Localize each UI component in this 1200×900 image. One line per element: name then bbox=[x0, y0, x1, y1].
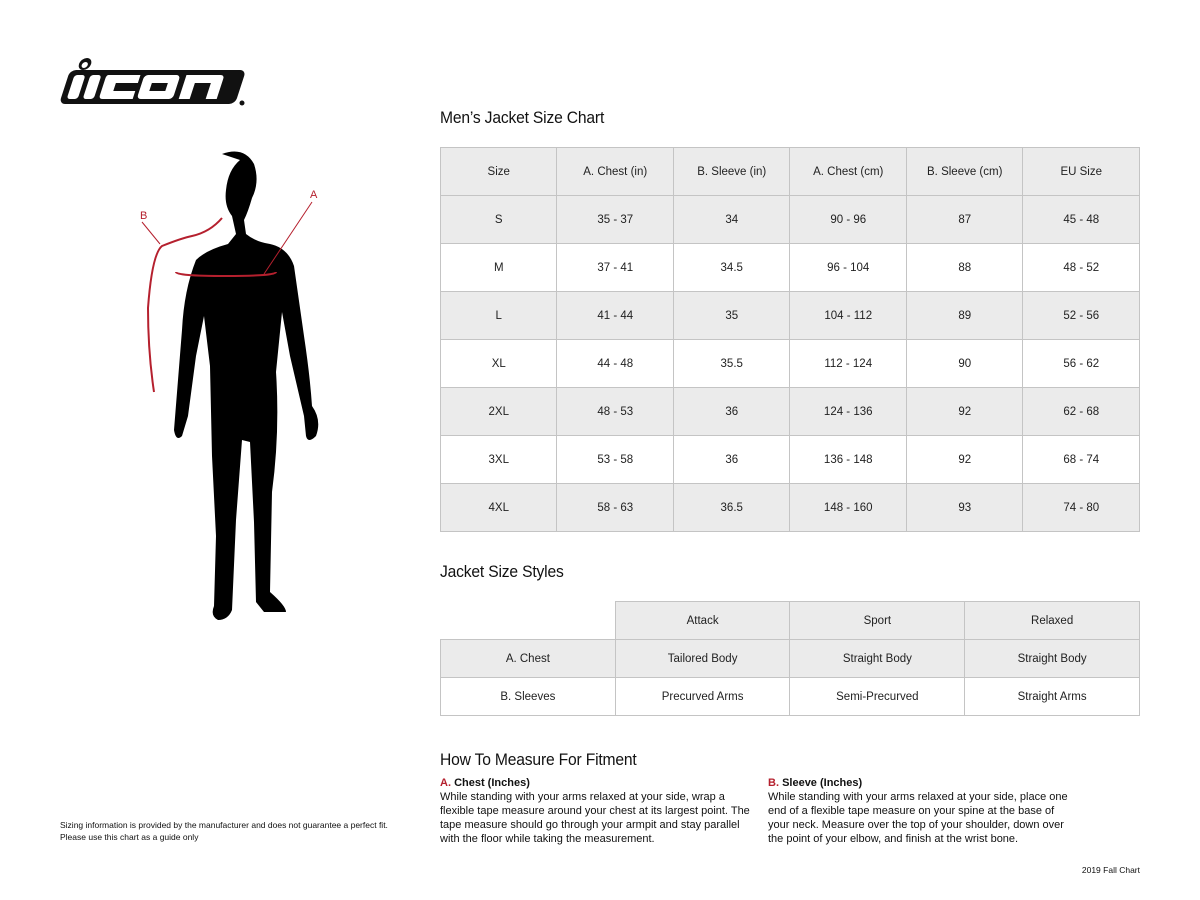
table-cell bbox=[440, 601, 616, 640]
table-cell: L bbox=[439, 291, 558, 340]
jacket-styles-table: Attack Sport Relaxed A. Chest Tailored Body S… bbox=[440, 601, 1140, 716]
table-cell: A. Chest bbox=[440, 639, 616, 678]
table-row: A. Chest Tailored Body Straight Body Straig… bbox=[440, 639, 1140, 678]
silhouette-icon bbox=[174, 151, 319, 621]
sleeve-text: While standing with your arms relaxed at… bbox=[768, 791, 1068, 845]
table-cell: 88 bbox=[905, 243, 1024, 292]
table-cell: 58 - 63 bbox=[556, 483, 674, 532]
disclaimer-line-2: Please use this chart as a guide only bbox=[60, 832, 199, 842]
disclaimer-line-1: Sizing information is provided by the ma… bbox=[60, 820, 388, 830]
table-cell: 68 - 74 bbox=[1022, 435, 1140, 484]
chest-instructions: A. Chest (Inches) While standing with yo… bbox=[440, 776, 750, 846]
table-cell: B. Sleeves bbox=[440, 677, 616, 716]
table-cell: 52 - 56 bbox=[1022, 291, 1140, 340]
table-cell: 41 - 44 bbox=[556, 291, 674, 340]
table-cell: 48 - 52 bbox=[1022, 243, 1140, 292]
table-cell: 96 - 104 bbox=[789, 243, 907, 292]
table-row: L 41 - 44 35 104 - 112 89 52 - 56 bbox=[439, 291, 1140, 340]
table-cell: 36 bbox=[672, 387, 791, 436]
table-cell: Semi-Precurved bbox=[789, 677, 966, 716]
table-cell: 74 - 80 bbox=[1022, 483, 1140, 532]
sleeve-label: Sleeve (Inches) bbox=[782, 777, 863, 789]
table-cell: Straight Arms bbox=[964, 677, 1140, 716]
table-cell: 136 - 148 bbox=[789, 435, 907, 484]
table-cell: 36.5 bbox=[672, 483, 791, 532]
table-row: 2XL 48 - 53 36 124 - 136 92 62 - 68 bbox=[439, 387, 1140, 436]
table-row: M 37 - 41 34.5 96 - 104 88 48 - 52 bbox=[439, 243, 1140, 292]
table-cell: 45 - 48 bbox=[1022, 195, 1140, 244]
table-cell: Size bbox=[439, 147, 558, 196]
styles-title: Jacket Size Styles bbox=[440, 562, 564, 581]
measure-title: How To Measure For Fitment bbox=[440, 750, 637, 769]
table-cell: 104 - 112 bbox=[789, 291, 907, 340]
table-row: Attack Sport Relaxed bbox=[440, 601, 1140, 640]
icon-logo bbox=[60, 58, 245, 106]
table-cell: 3XL bbox=[439, 435, 558, 484]
table-cell: 92 bbox=[905, 387, 1024, 436]
table-cell: A. Chest (cm) bbox=[789, 147, 907, 196]
table-cell: 148 - 160 bbox=[789, 483, 907, 532]
size-chart-title: Men’s Jacket Size Chart bbox=[440, 108, 605, 127]
table-cell: 93 bbox=[905, 483, 1024, 532]
chest-letter: A. bbox=[440, 777, 451, 789]
sleeve-measure-line bbox=[146, 217, 223, 393]
table-cell: 36 bbox=[672, 435, 791, 484]
table-cell: A. Chest (in) bbox=[556, 147, 674, 196]
chest-measure-line bbox=[175, 271, 277, 278]
table-row: Size A. Chest (in) B. Sleeve (in) A. Chest … bbox=[439, 147, 1140, 196]
table-cell: 35 bbox=[672, 291, 791, 340]
chart-year-label: 2019 Fall Chart bbox=[1081, 865, 1140, 875]
table-cell: Straight Body bbox=[964, 639, 1140, 678]
table-cell: 2XL bbox=[439, 387, 558, 436]
table-cell: S bbox=[439, 195, 558, 244]
chest-text: While standing with your arms relaxed at… bbox=[440, 791, 750, 845]
table-cell: 4XL bbox=[439, 483, 558, 532]
table-cell: 62 - 68 bbox=[1022, 387, 1140, 436]
table-cell: 89 bbox=[905, 291, 1024, 340]
table-row: 4XL 58 - 63 36.5 148 - 160 93 74 - 80 bbox=[439, 483, 1140, 532]
label-a: A bbox=[310, 189, 318, 201]
label-b: B bbox=[140, 210, 147, 222]
table-cell: 44 - 48 bbox=[556, 339, 674, 388]
table-cell: 90 bbox=[905, 339, 1024, 388]
table-cell: 53 - 58 bbox=[556, 435, 674, 484]
table-cell: Straight Body bbox=[789, 639, 966, 678]
table-cell: Tailored Body bbox=[614, 639, 791, 678]
table-cell: XL bbox=[439, 339, 558, 388]
table-cell: 35.5 bbox=[672, 339, 791, 388]
size-chart-table: Size A. Chest (in) B. Sleeve (in) A. Chest … bbox=[439, 147, 1140, 532]
table-cell: 34 bbox=[672, 195, 791, 244]
table-cell: 87 bbox=[905, 195, 1024, 244]
table-cell: EU Size bbox=[1022, 147, 1140, 196]
table-cell: Precurved Arms bbox=[614, 677, 791, 716]
table-cell: B. Sleeve (cm) bbox=[905, 147, 1024, 196]
table-cell: 34.5 bbox=[672, 243, 791, 292]
table-cell: M bbox=[439, 243, 558, 292]
chest-label: Chest (Inches) bbox=[454, 777, 530, 789]
body-silhouette-figure: B A bbox=[140, 151, 319, 621]
sleeve-instructions: B. Sleeve (Inches) While standing with y… bbox=[768, 776, 1078, 846]
table-cell: Sport bbox=[789, 601, 966, 640]
table-cell: B. Sleeve (in) bbox=[672, 147, 791, 196]
table-cell: 56 - 62 bbox=[1022, 339, 1140, 388]
table-cell: 92 bbox=[905, 435, 1024, 484]
table-cell: 37 - 41 bbox=[556, 243, 674, 292]
table-cell: 124 - 136 bbox=[789, 387, 907, 436]
table-cell: Attack bbox=[614, 601, 791, 640]
table-row: S 35 - 37 34 90 - 96 87 45 - 48 bbox=[439, 195, 1140, 244]
table-row: XL 44 - 48 35.5 112 - 124 90 56 - 62 bbox=[439, 339, 1140, 388]
table-row: 3XL 53 - 58 36 136 - 148 92 68 - 74 bbox=[439, 435, 1140, 484]
table-cell: 48 - 53 bbox=[556, 387, 674, 436]
table-cell: Relaxed bbox=[964, 601, 1140, 640]
sleeve-letter: B. bbox=[768, 777, 779, 789]
disclaimer: Sizing information is provided by the ma… bbox=[60, 819, 388, 843]
table-cell: 90 - 96 bbox=[789, 195, 907, 244]
table-row: B. Sleeves Precurved Arms Semi-Precurved St… bbox=[440, 677, 1140, 716]
table-cell: 112 - 124 bbox=[789, 339, 907, 388]
table-cell: 35 - 37 bbox=[556, 195, 674, 244]
